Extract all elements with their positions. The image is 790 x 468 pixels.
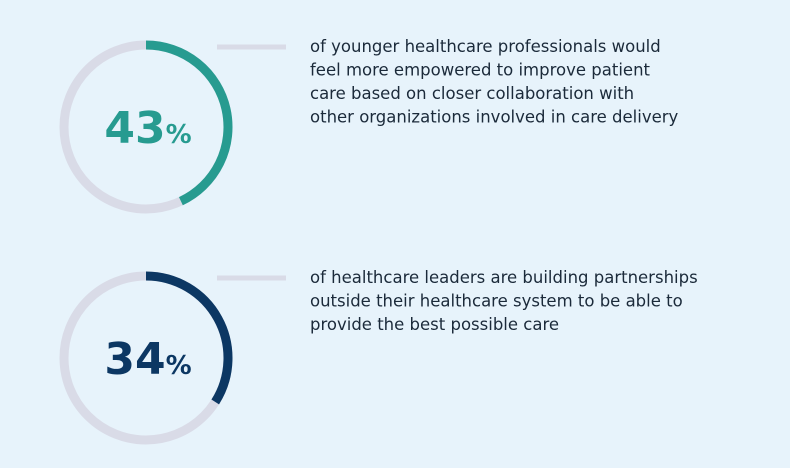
- value-unit: %: [166, 120, 192, 150]
- value-unit: %: [166, 351, 192, 381]
- description-line: of younger healthcare professionals woul…: [310, 37, 661, 56]
- value-label: 34%: [104, 334, 191, 385]
- description-line: outside their healthcare system to be ab…: [310, 292, 683, 311]
- value-number: 43: [104, 103, 165, 154]
- value-number: 34: [104, 334, 165, 385]
- donut-arc: [145, 271, 233, 405]
- donut-arc: [145, 40, 233, 206]
- value-label: 43%: [104, 103, 191, 154]
- description-line: other organizations involved in care del…: [310, 108, 679, 127]
- description-line: care based on closer collaboration with: [310, 84, 634, 103]
- description-line: of healthcare leaders are building partn…: [310, 268, 698, 287]
- description-line: feel more empowered to improve patient: [310, 61, 651, 80]
- description-line: provide the best possible care: [310, 315, 559, 334]
